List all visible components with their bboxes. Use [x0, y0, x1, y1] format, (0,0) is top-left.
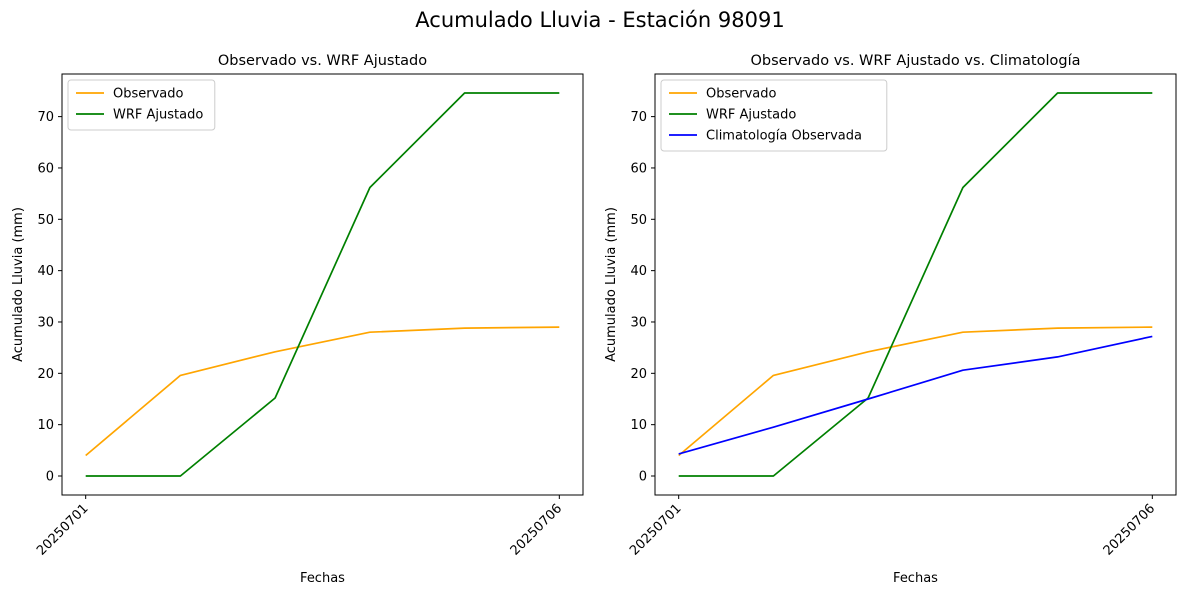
chart-2-series-1-line: [678, 326, 1153, 457]
chart-2-ytick-label: 0: [639, 470, 647, 485]
chart-1-ytick-label: 10: [37, 418, 54, 433]
chart-1-ytick-label: 40: [37, 264, 54, 279]
chart-2-xtick-label: 20250706: [1101, 501, 1158, 558]
chart-2-ytick-label: 20: [630, 367, 647, 382]
chart-2-ytick-label: 60: [630, 161, 647, 176]
chart-2-legend-box: [660, 79, 888, 152]
chart-1-series-1-line: [85, 326, 560, 457]
chart-2-series-2-line: [678, 92, 1153, 477]
chart-2-plot-frame: [654, 73, 1177, 496]
chart-1-xtick-label: 20250701: [34, 501, 91, 558]
chart-1-ytick-label: 50: [37, 213, 54, 228]
chart-2-legend-label: Climatología Observada: [706, 129, 862, 144]
chart-1-ytick-label: 70: [37, 110, 54, 125]
chart-1-legend-label: WRF Ajustado: [113, 108, 203, 123]
chart-1-legend-label: Observado: [113, 87, 184, 102]
chart-1-legend-box: [67, 79, 216, 131]
chart-1-ytick-label: 60: [37, 161, 54, 176]
chart-2-ytick-label: 10: [630, 418, 647, 433]
chart-2-xlabel: Fechas: [893, 571, 938, 586]
chart-2-xtick-label: 20250701: [627, 501, 684, 558]
chart-2-legend-label: Observado: [706, 87, 777, 102]
chart-2-ytick-label: 40: [630, 264, 647, 279]
chart-1-ylabel: Acumulado Lluvia (mm): [11, 207, 26, 362]
chart-1-ytick-label: 20: [37, 367, 54, 382]
figure-title: Acumulado Lluvia - Estación 98091: [415, 8, 785, 32]
chart-1-plot-frame: [61, 73, 584, 496]
chart-2-ytick-label: 50: [630, 213, 647, 228]
chart-1-ytick-label: 0: [46, 470, 54, 485]
chart-1: Observado vs. WRF Ajustado 0 10 20 30 40 50 60 7…: [11, 53, 584, 586]
chart-2: Observado vs. WRF Ajustado vs. Climatolo…: [604, 53, 1177, 586]
chart-2-legend: Observado WRF Ajustado Climatología Observ…: [660, 79, 888, 152]
chart-2-legend-label: WRF Ajustado: [706, 108, 796, 123]
chart-2-title: Observado vs. WRF Ajustado vs. Climatolo…: [751, 53, 1081, 69]
chart-2-series-3-line: [678, 335, 1153, 455]
chart-1-series-2-line: [85, 92, 560, 477]
chart-1-legend: Observado WRF Ajustado: [67, 79, 216, 131]
chart-2-ytick-label: 30: [630, 315, 647, 330]
chart-1-xlabel: Fechas: [300, 571, 345, 586]
chart-1-ytick-label: 30: [37, 315, 54, 330]
chart-2-ylabel: Acumulado Lluvia (mm): [604, 207, 619, 362]
chart-1-xtick-label: 20250706: [508, 501, 565, 558]
chart-2-ytick-label: 70: [630, 110, 647, 125]
chart-1-title: Observado vs. WRF Ajustado: [218, 53, 427, 69]
